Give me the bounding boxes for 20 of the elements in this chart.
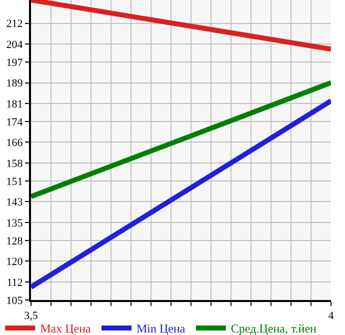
x-tick-label: 3,5	[24, 310, 38, 322]
y-tick-label: 212	[6, 18, 23, 30]
legend-label: Сред.Цена, т.йен	[230, 322, 318, 335]
legend-label: Min Цена	[136, 322, 186, 335]
x-tick-label: 4	[328, 310, 334, 322]
y-tick-label: 135	[6, 217, 24, 230]
y-tick-label: 143	[6, 196, 24, 209]
legend-label: Max Цена	[40, 322, 92, 335]
y-tick-label: 105	[6, 294, 24, 307]
y-tick-label: 189	[6, 78, 24, 90]
y-tick-label: 151	[6, 176, 23, 188]
y-tick-label: 120	[6, 256, 24, 268]
y-tick-label: 204	[6, 38, 24, 51]
y-tick-label: 174	[6, 116, 24, 128]
y-tick-label: 158	[6, 158, 24, 170]
y-tick-label: 166	[6, 137, 24, 150]
y-tick-label: 181	[6, 98, 23, 110]
y-tick-label: 128	[6, 235, 24, 248]
y-tick-label: 112	[6, 276, 23, 289]
y-tick-label: 197	[6, 56, 24, 69]
